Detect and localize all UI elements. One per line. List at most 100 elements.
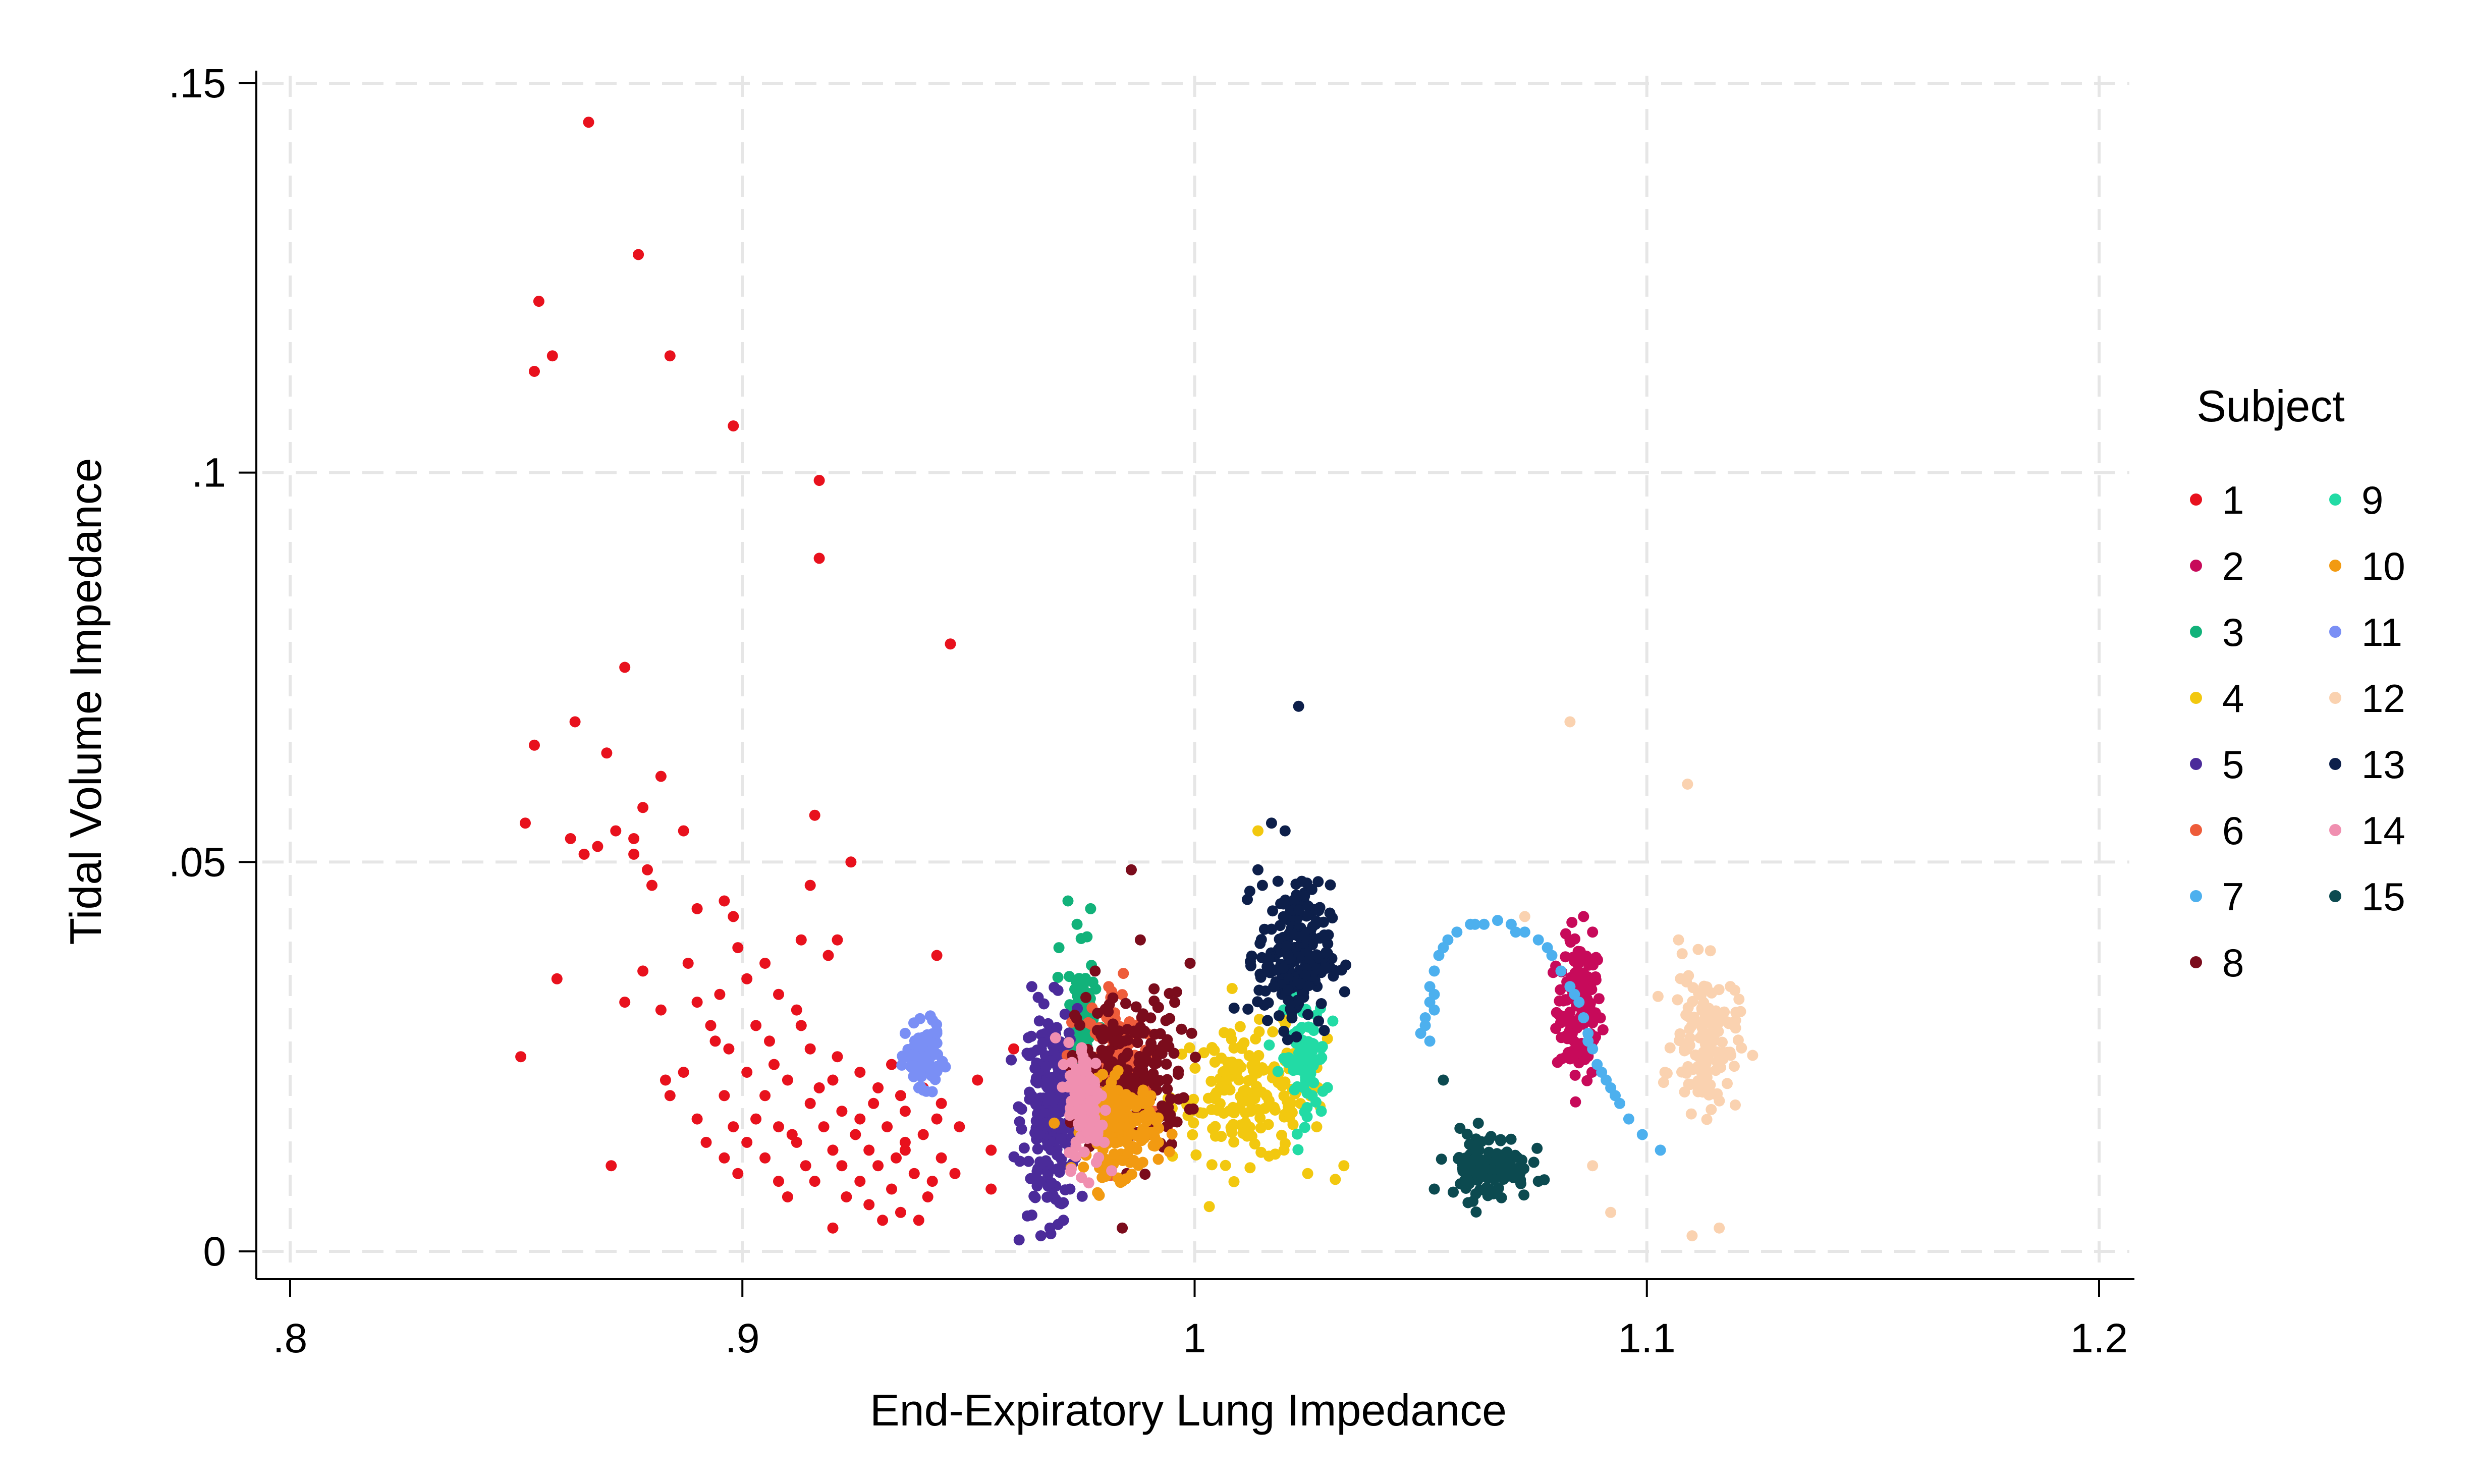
data-point xyxy=(1314,902,1326,913)
data-point xyxy=(1254,938,1266,949)
data-point xyxy=(1242,1075,1254,1086)
data-point xyxy=(1590,971,1602,982)
data-point xyxy=(1282,1034,1293,1046)
data-point xyxy=(1288,1065,1299,1076)
data-point xyxy=(773,988,784,1000)
data-point xyxy=(1735,1006,1746,1017)
data-point xyxy=(1476,1165,1488,1177)
data-point xyxy=(1321,947,1332,958)
data-point xyxy=(565,833,576,844)
x-tick-label: 1.2 xyxy=(2070,1315,2128,1361)
data-point xyxy=(664,1090,676,1102)
data-point xyxy=(1186,1027,1197,1039)
data-point xyxy=(1152,1153,1164,1165)
data-point xyxy=(1697,998,1709,1010)
y-tick-label: .1 xyxy=(192,450,226,496)
data-point xyxy=(714,988,726,1000)
data-point xyxy=(1278,911,1289,922)
data-point xyxy=(916,1040,928,1052)
data-point xyxy=(1729,984,1741,996)
data-point xyxy=(1470,1206,1482,1218)
data-point xyxy=(1676,948,1688,960)
data-point xyxy=(1110,1137,1121,1149)
data-point xyxy=(931,950,943,961)
data-point xyxy=(1292,1144,1304,1156)
data-point xyxy=(1717,1036,1728,1048)
data-point xyxy=(1304,1043,1315,1055)
data-point xyxy=(741,973,753,984)
data-point xyxy=(1117,989,1128,1001)
data-point xyxy=(891,1152,902,1164)
data-point xyxy=(1184,1042,1195,1054)
data-point xyxy=(925,1068,937,1080)
legend-marker xyxy=(2190,560,2202,572)
data-point xyxy=(954,1121,965,1133)
data-point xyxy=(1243,1050,1255,1061)
data-point xyxy=(1052,971,1064,983)
data-point xyxy=(1501,1146,1513,1158)
data-point xyxy=(1008,1043,1019,1055)
data-point xyxy=(1327,1015,1339,1027)
data-point xyxy=(1518,1189,1530,1201)
data-point xyxy=(1275,898,1287,909)
data-point xyxy=(732,1168,744,1179)
data-point xyxy=(1324,907,1336,919)
data-point xyxy=(764,1035,775,1047)
data-point xyxy=(719,1090,730,1102)
data-point xyxy=(1564,716,1576,728)
data-point xyxy=(1026,981,1037,993)
data-point xyxy=(741,1067,753,1078)
data-point xyxy=(1037,1037,1049,1049)
data-point xyxy=(791,1004,802,1016)
data-point xyxy=(1289,894,1300,905)
data-point xyxy=(1152,1136,1164,1148)
data-point xyxy=(1664,1042,1676,1054)
data-point xyxy=(1316,1052,1328,1063)
data-point xyxy=(642,864,653,875)
data-point xyxy=(1120,1089,1132,1101)
data-point xyxy=(1098,1136,1110,1148)
data-point xyxy=(1705,945,1716,957)
data-point xyxy=(1093,1189,1105,1201)
data-point xyxy=(913,1215,924,1226)
data-point xyxy=(1655,1144,1666,1156)
data-point xyxy=(628,848,640,860)
data-point xyxy=(1032,1108,1043,1120)
data-point xyxy=(728,1121,739,1133)
data-point xyxy=(1103,1006,1114,1018)
data-point xyxy=(1263,1150,1275,1162)
data-point xyxy=(1284,1112,1295,1123)
data-point xyxy=(1096,1119,1108,1131)
data-point xyxy=(1169,997,1181,1008)
data-point xyxy=(1148,983,1160,995)
data-point xyxy=(1078,1146,1090,1158)
data-point xyxy=(1252,996,1263,1008)
data-point xyxy=(786,1129,798,1140)
data-point xyxy=(1152,1112,1164,1124)
data-point xyxy=(1109,1148,1120,1160)
data-point xyxy=(1282,984,1294,996)
data-point xyxy=(1144,1095,1155,1107)
legend-marker xyxy=(2190,758,2202,770)
data-point xyxy=(1299,930,1310,941)
data-point xyxy=(1071,918,1083,930)
grid xyxy=(262,76,2129,1272)
data-point xyxy=(1228,1002,1240,1014)
data-point xyxy=(1209,1056,1221,1068)
data-point xyxy=(795,934,807,946)
data-point xyxy=(705,1020,717,1031)
data-point xyxy=(1714,1222,1725,1234)
data-point xyxy=(1542,942,1553,954)
data-point xyxy=(850,1129,861,1140)
data-point xyxy=(1274,920,1286,931)
data-point xyxy=(723,1043,735,1055)
data-point xyxy=(1069,1009,1080,1021)
data-point xyxy=(899,1106,911,1117)
data-point xyxy=(1077,1051,1089,1062)
data-point xyxy=(1215,1081,1226,1093)
data-point xyxy=(1728,1061,1740,1072)
data-point xyxy=(1026,1090,1037,1102)
data-point xyxy=(1722,1016,1733,1028)
data-point xyxy=(1228,1176,1240,1187)
